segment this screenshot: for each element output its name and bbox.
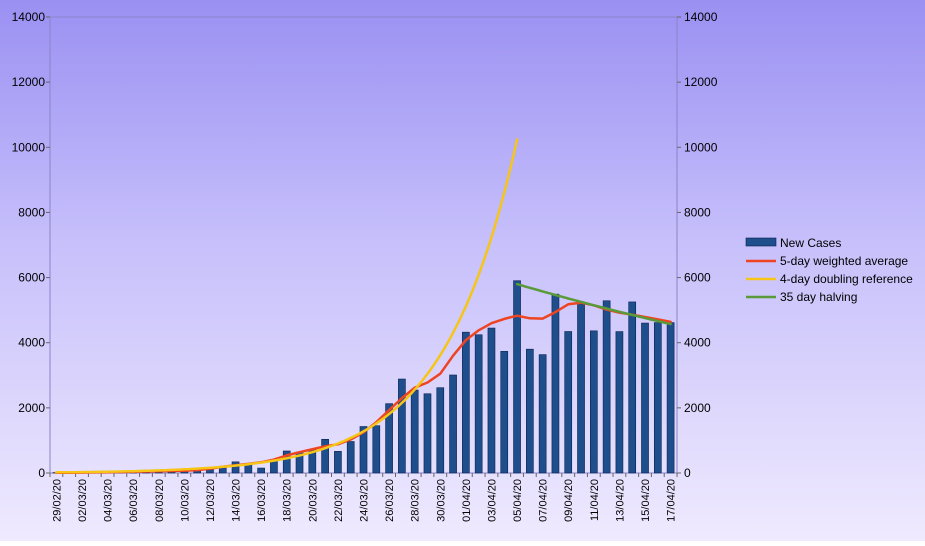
x-tick-label: 14/03/20 — [231, 479, 243, 522]
bar-new-cases — [590, 331, 597, 473]
y-left-tick-label: 4000 — [18, 336, 45, 350]
x-tick-label: 05/04/20 — [512, 479, 524, 522]
bar-new-cases — [539, 355, 546, 473]
x-tick-label: 20/03/20 — [307, 479, 319, 522]
y-right-tick-label: 4000 — [684, 336, 711, 350]
bars-layer — [53, 281, 674, 473]
bar-new-cases — [552, 294, 559, 473]
bar-new-cases — [462, 332, 469, 473]
bar-new-cases — [232, 462, 239, 473]
bar-new-cases — [616, 332, 623, 473]
y-left-tick-label: 14000 — [12, 10, 46, 24]
legend-label: New Cases — [780, 236, 841, 250]
bar-new-cases — [514, 281, 521, 473]
x-tick-label: 13/04/20 — [614, 479, 626, 522]
bar-new-cases — [565, 332, 572, 473]
y-left-tick-label: 0 — [38, 466, 45, 480]
legend: New Cases 5-day weighted average 4-day dou… — [746, 236, 913, 304]
x-tick-label: 06/03/20 — [128, 479, 140, 522]
x-tick-label: 16/03/20 — [256, 479, 268, 522]
x-tick-label: 18/03/20 — [282, 479, 294, 522]
legend-label: 35 day halving — [780, 290, 857, 304]
y-left-tick-label: 12000 — [12, 75, 46, 89]
bar-new-cases — [667, 323, 674, 473]
bar-new-cases — [641, 323, 648, 473]
x-tick-label: 10/03/20 — [179, 479, 191, 522]
x-tick-label: 02/03/20 — [77, 479, 89, 522]
y-right-tick-label: 14000 — [684, 10, 718, 24]
x-tick-label: 01/04/20 — [461, 479, 473, 522]
bar-new-cases — [322, 439, 329, 473]
line-4-day-doubling-reference — [56, 140, 517, 473]
y-left-tick-label: 10000 — [12, 140, 46, 154]
bar-new-cases — [654, 323, 661, 473]
bar-new-cases — [475, 335, 482, 473]
y-right-tick-label: 8000 — [684, 205, 711, 219]
bar-new-cases — [437, 388, 444, 473]
y-left-tick-label: 6000 — [18, 271, 45, 285]
y-right-tick-label: 10000 — [684, 140, 718, 154]
bar-new-cases — [245, 465, 252, 473]
x-tick-label: 22/03/20 — [333, 479, 345, 522]
legend-label: 5-day weighted average — [780, 254, 908, 268]
x-tick-label: 24/03/20 — [359, 479, 371, 522]
x-tick-label: 04/03/20 — [103, 479, 115, 522]
x-tick-label: 26/03/20 — [384, 479, 396, 522]
x-tick-label: 28/03/20 — [410, 479, 422, 522]
x-tick-label: 09/04/20 — [563, 479, 575, 522]
bar-new-cases — [398, 379, 405, 473]
bar-new-cases — [258, 468, 265, 473]
bar-new-cases — [411, 390, 418, 473]
x-tick-label: 29/02/20 — [51, 479, 63, 522]
x-tick-label: 08/03/20 — [154, 479, 166, 522]
x-tick-label: 15/04/20 — [640, 479, 652, 522]
x-tick-label: 11/04/20 — [589, 479, 601, 521]
bar-new-cases — [488, 328, 495, 473]
bar-new-cases — [334, 451, 341, 473]
x-tick-label: 12/03/20 — [205, 479, 217, 522]
bar-new-cases — [526, 349, 533, 473]
legend-label: 4-day doubling reference — [780, 272, 913, 286]
bar-new-cases — [603, 301, 610, 473]
x-tick-label: 17/04/20 — [666, 479, 678, 522]
x-tick-label: 03/04/20 — [486, 479, 498, 522]
y-right-tick-label: 12000 — [684, 75, 718, 89]
y-right-tick-label: 2000 — [684, 401, 711, 415]
x-tick-label: 30/03/20 — [435, 479, 447, 522]
y-left-tick-label: 2000 — [18, 401, 45, 415]
y-left-tick-label: 8000 — [18, 205, 45, 219]
x-tick-label: 07/04/20 — [538, 479, 550, 522]
y-right-tick-label: 6000 — [684, 271, 711, 285]
bar-new-cases — [501, 351, 508, 473]
bar-new-cases — [629, 302, 636, 473]
bar-new-cases — [450, 375, 457, 473]
bar-new-cases — [347, 442, 354, 473]
bar-new-cases — [373, 426, 380, 473]
bar-new-cases — [578, 304, 585, 473]
bar-new-cases — [424, 394, 431, 473]
y-right-tick-label: 0 — [684, 466, 691, 480]
legend-swatch-bar — [746, 238, 776, 246]
